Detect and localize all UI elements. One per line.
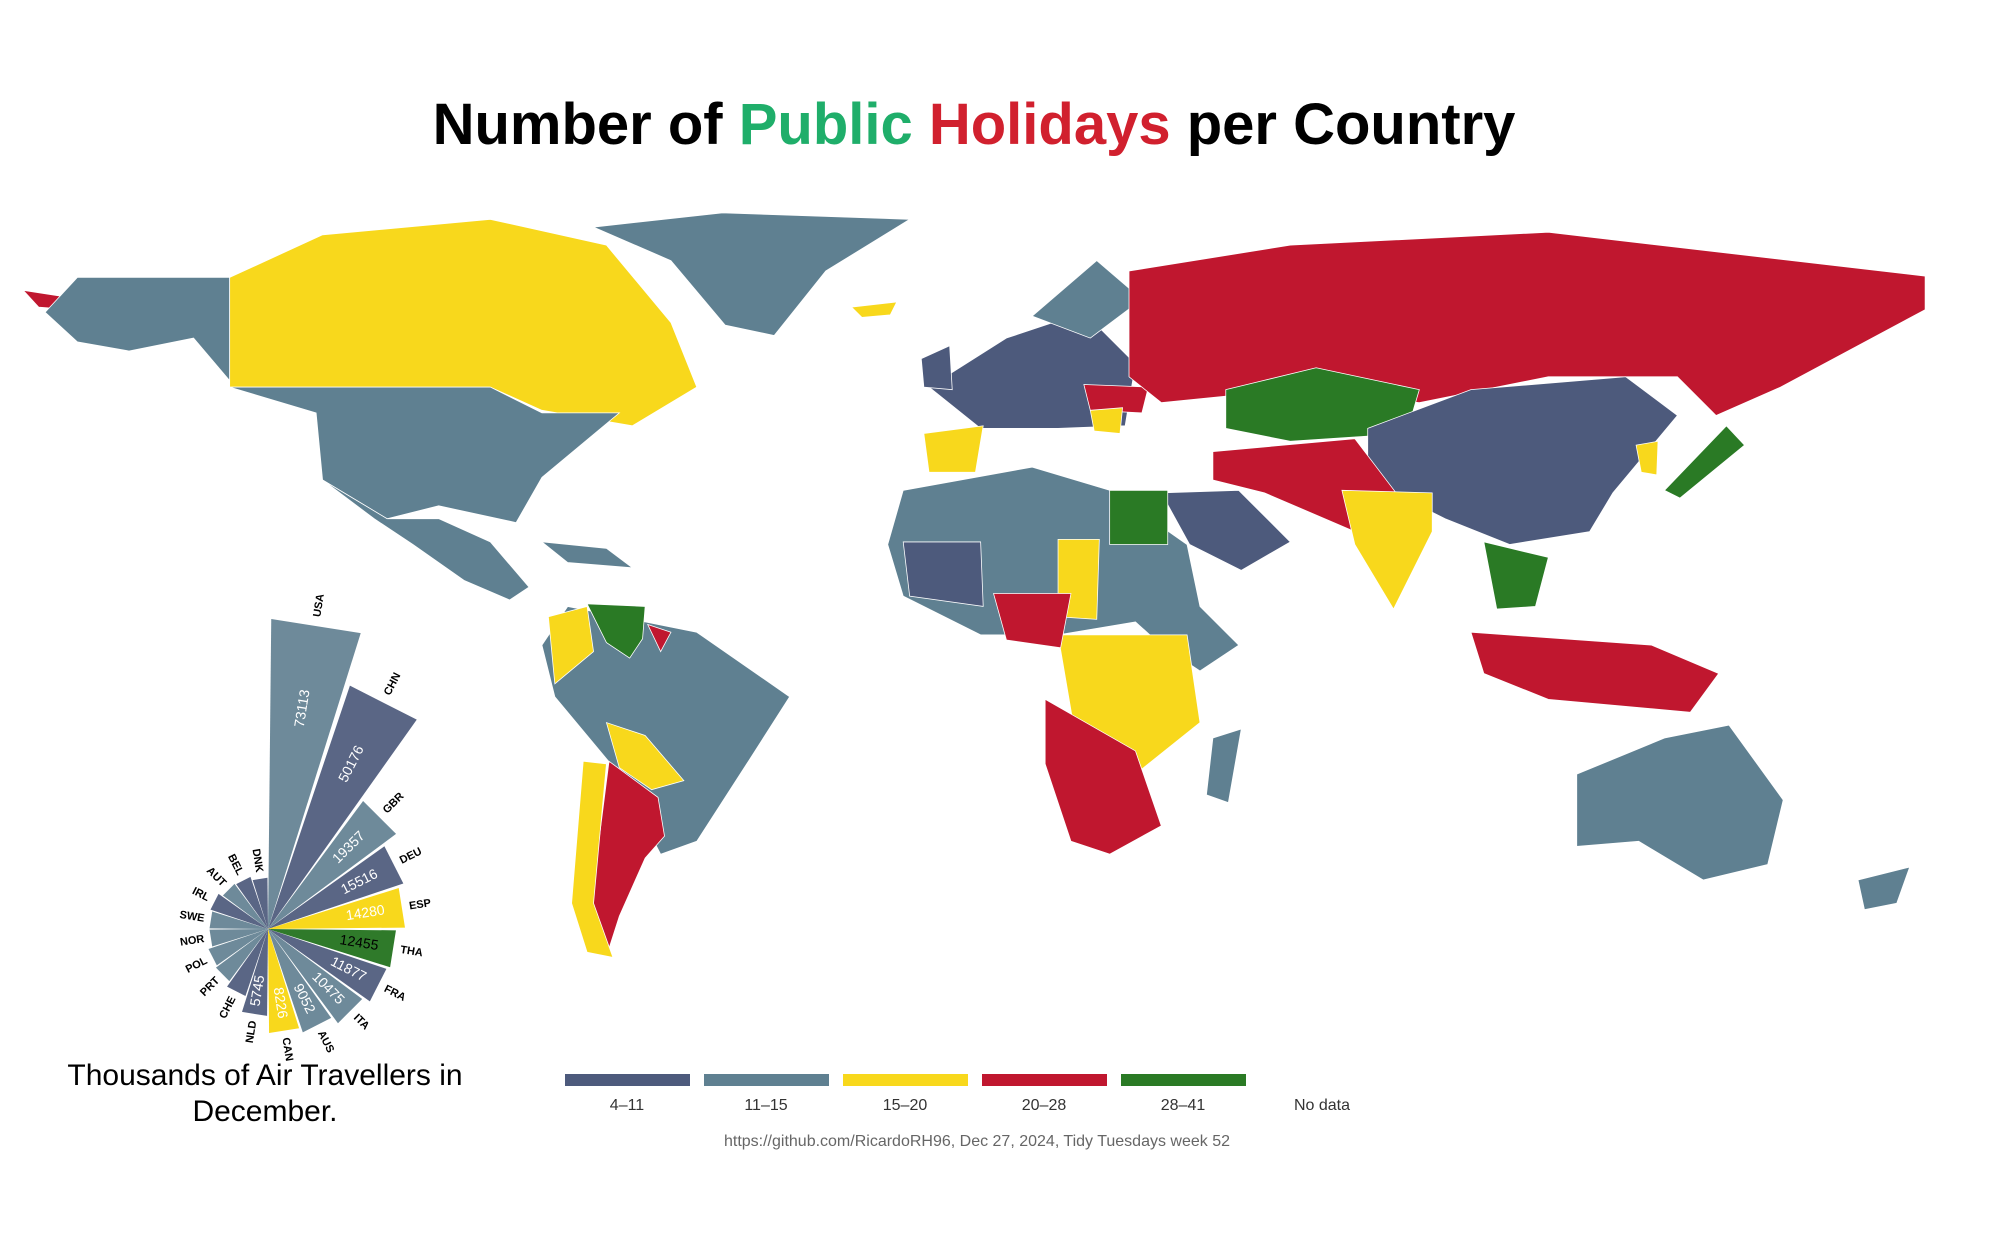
country: [1089, 407, 1123, 434]
legend-label: 11–15: [744, 1097, 787, 1114]
bar: [236, 876, 268, 929]
source: https://github.com/RicardoRH96, Dec 27, …: [724, 1133, 1230, 1150]
bar: [268, 888, 405, 929]
country: [229, 386, 621, 524]
legend-swatch: [704, 1074, 829, 1086]
bar: [268, 929, 387, 1002]
country: [571, 760, 614, 958]
country: [1206, 728, 1242, 804]
country: [592, 212, 911, 336]
country: [646, 623, 672, 653]
bar: [252, 877, 268, 929]
bar: [215, 929, 268, 982]
category-label: POL: [184, 955, 210, 976]
category-label: CHE: [217, 995, 238, 1021]
bar: [268, 685, 417, 929]
country: [586, 603, 646, 659]
category-label: FRA: [382, 983, 408, 1004]
country: [322, 479, 530, 601]
bar: [268, 800, 397, 929]
bar: [210, 893, 268, 929]
category-label: AUT: [204, 865, 229, 890]
bar: [268, 846, 404, 929]
category-label: USA: [311, 593, 326, 618]
legend-swatch: [843, 1074, 968, 1086]
country: [1109, 489, 1169, 545]
country: [1635, 440, 1659, 476]
bar: [222, 883, 268, 929]
country: [923, 425, 984, 473]
country: [1483, 541, 1549, 610]
country: [920, 345, 953, 391]
country: [1663, 425, 1746, 499]
country: [1044, 698, 1162, 855]
country: [850, 301, 898, 318]
category-label: THA: [399, 944, 423, 959]
country: [1576, 724, 1784, 881]
legend-swatch: [565, 1074, 690, 1086]
bar: [209, 929, 268, 947]
bar: [268, 929, 363, 1024]
bar: [268, 929, 332, 1033]
bar: [268, 619, 361, 929]
country: [540, 541, 634, 569]
legend-label: 28–41: [1161, 1097, 1206, 1114]
chart-title: Number of Public Holidays per Country: [433, 92, 1516, 157]
legend-swatch: [1121, 1074, 1246, 1086]
value-label: 12455: [339, 931, 380, 953]
category-label: BEL: [225, 852, 246, 877]
category-label: SWE: [179, 909, 206, 925]
bar: [268, 929, 396, 968]
country: [993, 593, 1072, 649]
title-part: Public: [739, 92, 913, 157]
caption: Thousands of Air Travellers in December.: [67, 1059, 463, 1128]
title-part: Number of: [433, 92, 724, 157]
country: [1857, 866, 1911, 911]
bar: [268, 929, 300, 1033]
category-label: CAN: [279, 1037, 295, 1062]
country: [541, 606, 791, 855]
category-label: CHN: [382, 671, 404, 698]
value-label: 73113: [291, 688, 313, 728]
category-label: AUS: [315, 1029, 336, 1055]
bar: [227, 929, 268, 996]
bar: [209, 911, 268, 929]
category-label: IRL: [190, 885, 211, 904]
legend-label: 4–11: [610, 1097, 645, 1114]
country: [605, 721, 685, 791]
country: [902, 541, 984, 607]
category-label: DNK: [249, 848, 265, 873]
country: [1128, 231, 1926, 416]
legend-label: 15–20: [883, 1097, 928, 1114]
title-part: per Country: [1187, 92, 1516, 157]
country: [1341, 489, 1433, 610]
category-label: PRT: [198, 975, 222, 999]
country: [547, 605, 594, 685]
country: [1083, 384, 1149, 414]
category-label: ITA: [351, 1012, 371, 1032]
country: [44, 277, 231, 382]
legend-label: No data: [1294, 1097, 1350, 1114]
value-label: 5745: [247, 974, 268, 1007]
world-map: [22, 212, 1926, 958]
value-label: 14280: [345, 901, 386, 923]
category-label: DEU: [398, 845, 424, 866]
legend-label: 20–28: [1022, 1097, 1067, 1114]
category-label: NLD: [244, 1020, 259, 1044]
bar: [208, 929, 268, 966]
category-label: GBR: [381, 790, 407, 816]
country: [1160, 489, 1291, 571]
value-label: 8226: [271, 986, 292, 1019]
category-label: NOR: [179, 933, 205, 949]
legend-swatch: [982, 1074, 1107, 1086]
category-label: ESP: [408, 897, 432, 912]
title-part: Holidays: [929, 92, 1171, 157]
bar: [242, 929, 268, 1016]
country: [1470, 631, 1720, 713]
